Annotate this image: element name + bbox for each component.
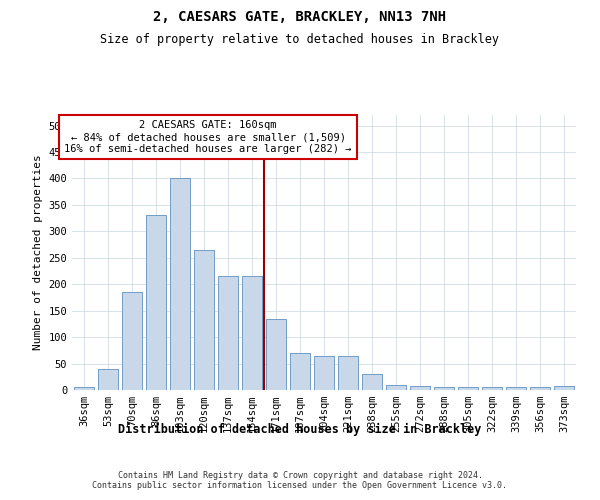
Bar bbox=[266, 318, 286, 390]
Text: 2 CAESARS GATE: 160sqm
← 84% of detached houses are smaller (1,509)
16% of semi-: 2 CAESARS GATE: 160sqm ← 84% of detached… bbox=[64, 120, 352, 154]
Bar bbox=[434, 388, 454, 390]
Bar bbox=[410, 386, 430, 390]
Text: Distribution of detached houses by size in Brackley: Distribution of detached houses by size … bbox=[118, 422, 482, 436]
Text: 2, CAESARS GATE, BRACKLEY, NN13 7NH: 2, CAESARS GATE, BRACKLEY, NN13 7NH bbox=[154, 10, 446, 24]
Bar bbox=[74, 388, 94, 390]
Bar bbox=[290, 353, 310, 390]
Text: Size of property relative to detached houses in Brackley: Size of property relative to detached ho… bbox=[101, 32, 499, 46]
Bar bbox=[242, 276, 262, 390]
Bar bbox=[122, 292, 142, 390]
Bar bbox=[458, 388, 478, 390]
Bar bbox=[554, 386, 574, 390]
Bar bbox=[482, 388, 502, 390]
Bar bbox=[506, 388, 526, 390]
Bar bbox=[530, 388, 550, 390]
Bar bbox=[218, 276, 238, 390]
Bar bbox=[386, 384, 406, 390]
Bar bbox=[314, 356, 334, 390]
Bar bbox=[170, 178, 190, 390]
Bar bbox=[362, 374, 382, 390]
Bar bbox=[98, 369, 118, 390]
Bar bbox=[338, 356, 358, 390]
Bar bbox=[146, 216, 166, 390]
Y-axis label: Number of detached properties: Number of detached properties bbox=[33, 154, 43, 350]
Bar bbox=[194, 250, 214, 390]
Text: Contains HM Land Registry data © Crown copyright and database right 2024.
Contai: Contains HM Land Registry data © Crown c… bbox=[92, 470, 508, 490]
